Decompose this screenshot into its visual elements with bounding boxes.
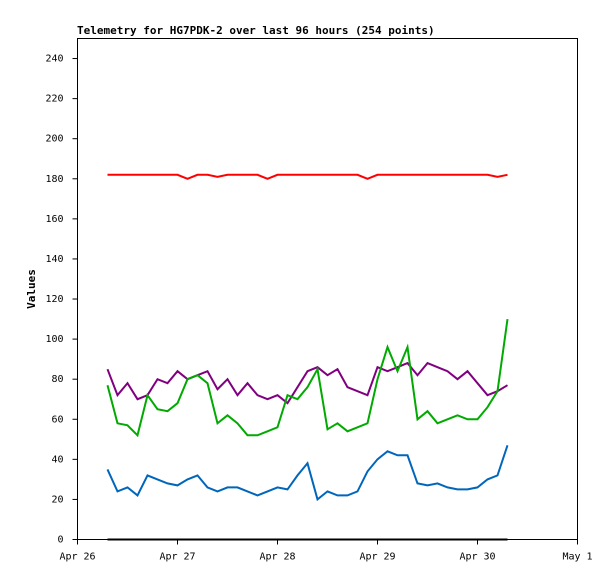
x-tick-label: Apr 30 bbox=[459, 552, 495, 563]
data-line bbox=[106, 444, 509, 502]
y-tick-label: 20 bbox=[51, 494, 63, 505]
y-tick-label: 140 bbox=[45, 254, 63, 265]
data-line bbox=[106, 318, 509, 438]
x-tick-label: Apr 26 bbox=[59, 552, 95, 563]
x-tick-label: Apr 28 bbox=[259, 552, 295, 563]
data-line bbox=[107, 173, 508, 180]
y-tick-label: 0 bbox=[57, 535, 63, 546]
y-tick-label: 240 bbox=[45, 54, 63, 65]
y-tick-label: 100 bbox=[45, 334, 63, 345]
plot-frame bbox=[77, 38, 578, 540]
y-tick-label: 220 bbox=[45, 94, 63, 105]
y-tick-label: 120 bbox=[45, 294, 63, 305]
x-tick-label: Apr 27 bbox=[159, 552, 195, 563]
y-tick-label: 200 bbox=[45, 134, 63, 145]
y-axis-label: Values bbox=[25, 269, 38, 309]
y-tick-label: 60 bbox=[51, 414, 63, 425]
y-tick-label: 160 bbox=[45, 214, 63, 225]
y-tick-label: 40 bbox=[51, 454, 63, 465]
x-tick-label: May 1 bbox=[562, 552, 592, 563]
chart-title: Telemetry for HG7PDK-2 over last 96 hour… bbox=[77, 24, 435, 37]
y-tick-label: 180 bbox=[45, 174, 63, 185]
x-tick-label: Apr 29 bbox=[359, 552, 395, 563]
data-line bbox=[106, 361, 509, 405]
y-tick-label: 80 bbox=[51, 374, 63, 385]
